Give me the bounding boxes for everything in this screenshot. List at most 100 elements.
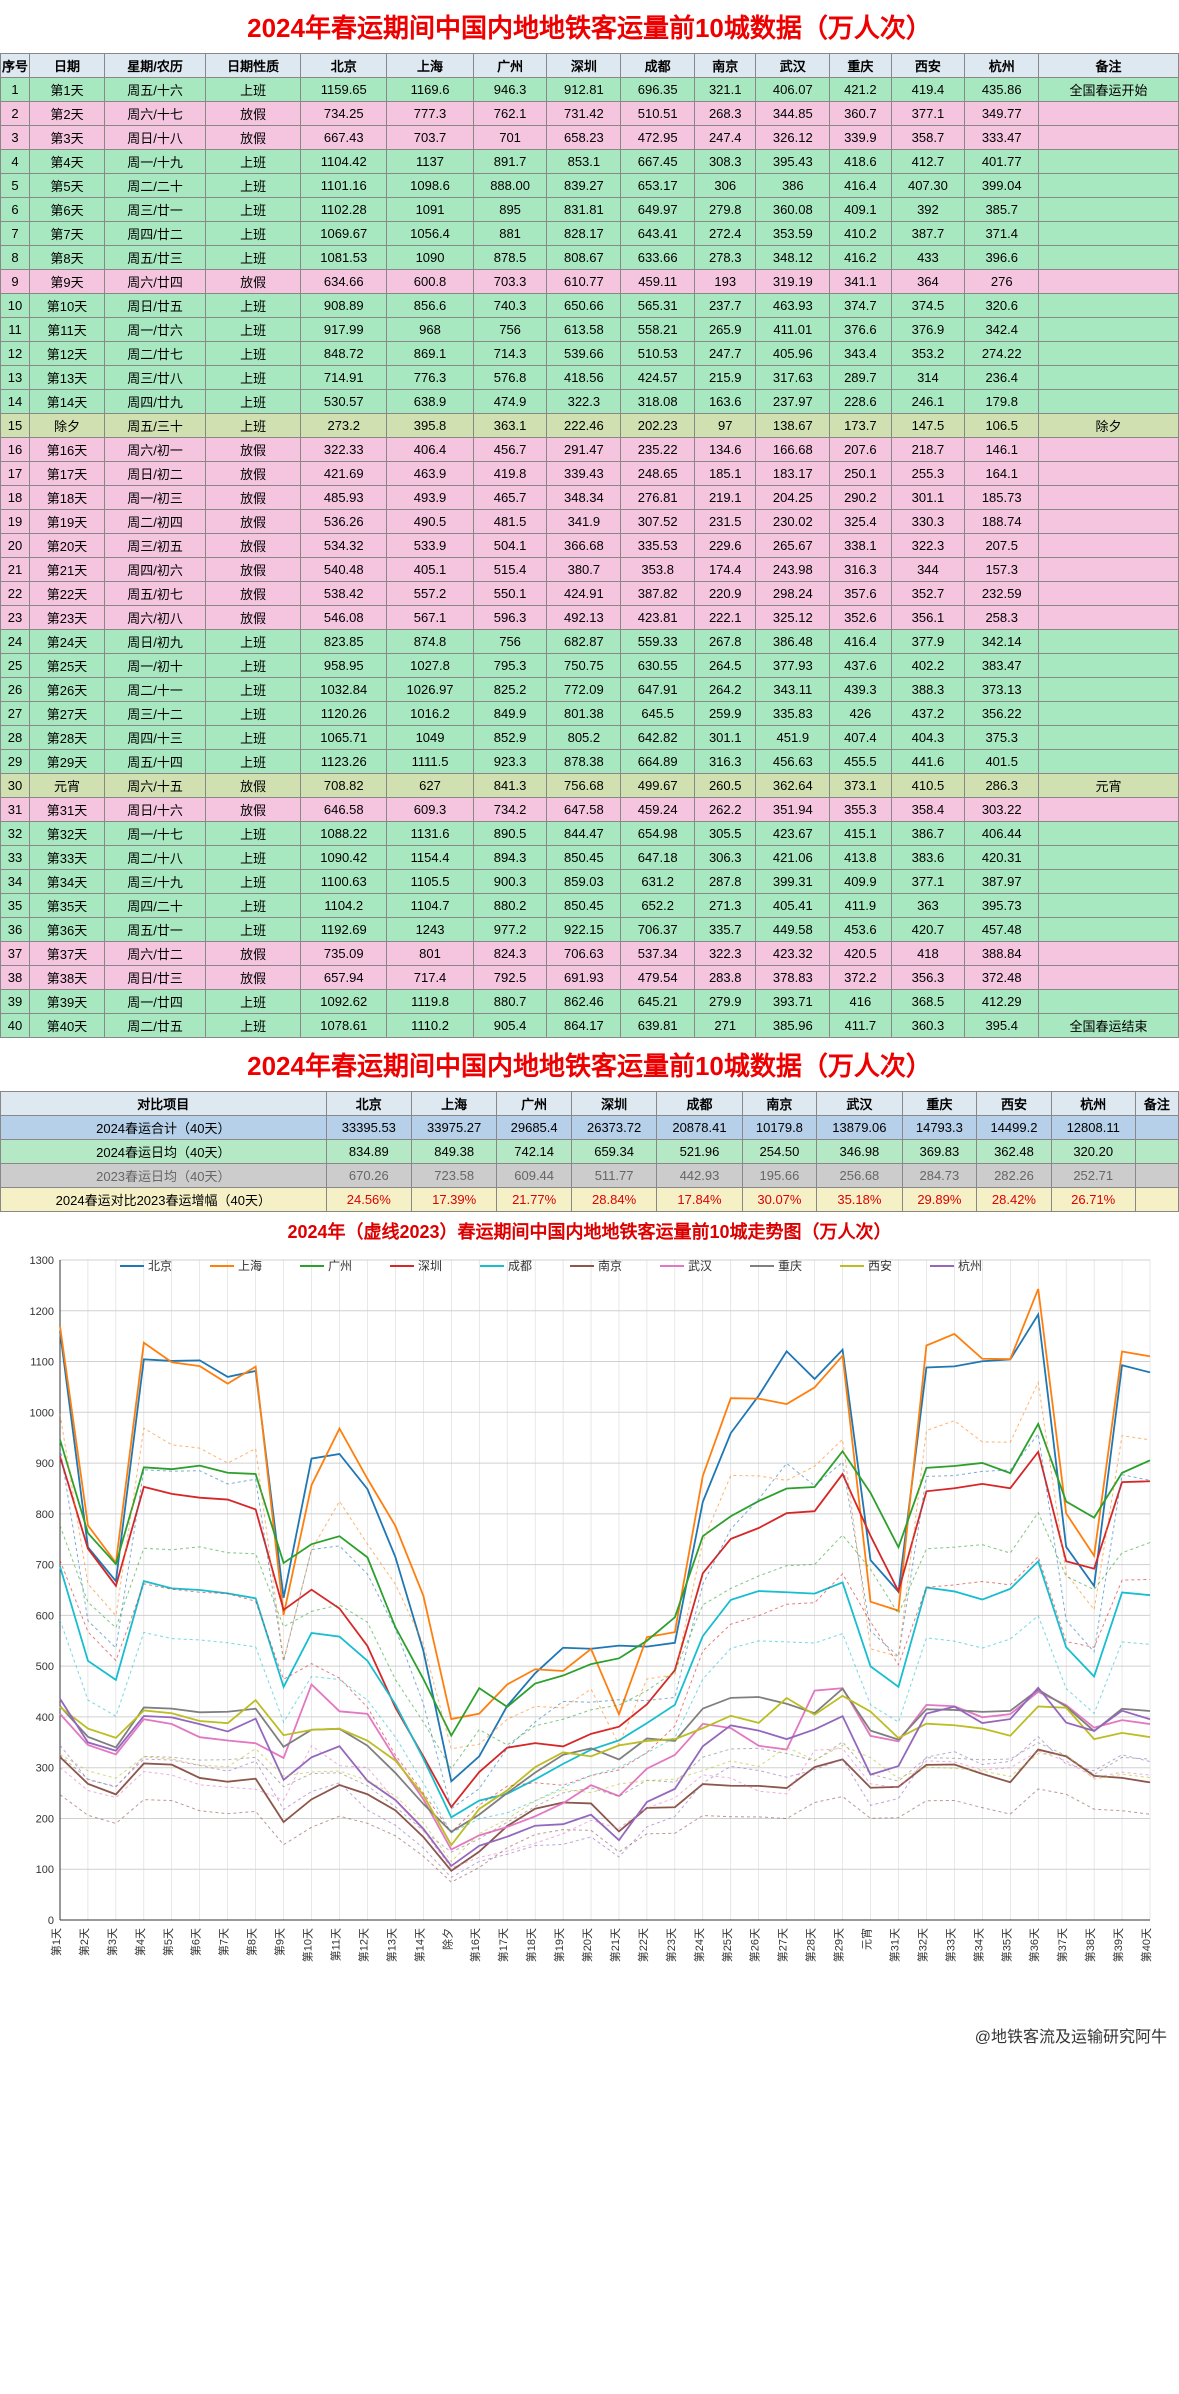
sum-col-header: 南京 [742, 1092, 817, 1116]
cell: 459.11 [621, 270, 695, 294]
cell: 185.1 [695, 462, 756, 486]
cell [1039, 582, 1179, 606]
cell: 上班 [206, 1014, 301, 1038]
cell: 周四/廿九 [105, 390, 206, 414]
sum-cell [1135, 1164, 1178, 1188]
cell: 878.38 [547, 750, 621, 774]
cell: 356.1 [891, 606, 965, 630]
cell: 657.94 [301, 966, 387, 990]
cell: 1131.6 [387, 822, 473, 846]
col-header: 杭州 [965, 54, 1039, 78]
cell: 667.45 [621, 150, 695, 174]
sum-col-header: 成都 [657, 1092, 742, 1116]
cell: 375.3 [965, 726, 1039, 750]
cell: 1105.5 [387, 870, 473, 894]
cell: 380.7 [547, 558, 621, 582]
cell: 周六/初八 [105, 606, 206, 630]
cell: 35 [1, 894, 30, 918]
cell: 864.17 [547, 1014, 621, 1038]
cell: 850.45 [547, 894, 621, 918]
cell: 341.1 [830, 270, 891, 294]
cell: 411.9 [830, 894, 891, 918]
cell: 32 [1, 822, 30, 846]
cell: 316.3 [830, 558, 891, 582]
cell: 407.4 [830, 726, 891, 750]
cell: 138.67 [756, 414, 830, 438]
sum-cell: 30.07% [742, 1188, 817, 1212]
cell: 401.77 [965, 150, 1039, 174]
svg-text:第33天: 第33天 [943, 1928, 957, 1962]
svg-text:第7天: 第7天 [216, 1928, 230, 1956]
cell: 20 [1, 534, 30, 558]
cell: 449.58 [756, 918, 830, 942]
cell: 706.37 [621, 918, 695, 942]
cell: 1243 [387, 918, 473, 942]
cell: 373.1 [830, 774, 891, 798]
cell: 上班 [206, 654, 301, 678]
cell: 376.9 [891, 318, 965, 342]
cell: 上班 [206, 990, 301, 1014]
cell: 348.34 [547, 486, 621, 510]
svg-text:第9天: 第9天 [272, 1928, 286, 1956]
cell: 放假 [206, 438, 301, 462]
cell: 第6天 [30, 198, 105, 222]
cell: 358.4 [891, 798, 965, 822]
cell: 645.5 [621, 702, 695, 726]
cell: 222.1 [695, 606, 756, 630]
svg-text:第4天: 第4天 [132, 1928, 146, 1956]
cell: 周五/三十 [105, 414, 206, 438]
cell [1039, 174, 1179, 198]
cell: 406.4 [387, 438, 473, 462]
cell: 第28天 [30, 726, 105, 750]
cell: 756.68 [547, 774, 621, 798]
chart-title: 2024年（虚线2023）春运期间中国内地地铁客运量前10城走势图（万人次） [0, 1212, 1179, 1250]
cell: 12 [1, 342, 30, 366]
svg-text:第38天: 第38天 [1083, 1928, 1097, 1962]
cell: 1169.6 [387, 78, 473, 102]
cell: 1104.2 [301, 894, 387, 918]
sum-cell: 511.77 [571, 1164, 656, 1188]
cell: 383.6 [891, 846, 965, 870]
cell: 1111.5 [387, 750, 473, 774]
cell: 424.91 [547, 582, 621, 606]
cell: 周六/十七 [105, 102, 206, 126]
cell: 376.6 [830, 318, 891, 342]
cell: 第37天 [30, 942, 105, 966]
trend-chart: 0100200300400500600700800900100011001200… [10, 1250, 1170, 2015]
cell: 421.69 [301, 462, 387, 486]
cell: 630.55 [621, 654, 695, 678]
cell: 放假 [206, 798, 301, 822]
cell: 24 [1, 630, 30, 654]
cell: 第24天 [30, 630, 105, 654]
cell: 146.1 [965, 438, 1039, 462]
cell: 862.46 [547, 990, 621, 1014]
cell: 344.85 [756, 102, 830, 126]
cell: 放假 [206, 102, 301, 126]
cell: 第11天 [30, 318, 105, 342]
cell [1039, 126, 1179, 150]
sum-cell: 33975.27 [411, 1116, 496, 1140]
cell: 周六/初一 [105, 438, 206, 462]
cell [1039, 342, 1179, 366]
cell: 412.29 [965, 990, 1039, 1014]
cell: 421.06 [756, 846, 830, 870]
cell: 周一/廿四 [105, 990, 206, 1014]
col-header: 日期 [30, 54, 105, 78]
cell: 276.81 [621, 486, 695, 510]
cell: 968 [387, 318, 473, 342]
cell: 1120.26 [301, 702, 387, 726]
cell: 第25天 [30, 654, 105, 678]
cell: 409.1 [830, 198, 891, 222]
cell: 667.43 [301, 126, 387, 150]
cell: 第36天 [30, 918, 105, 942]
cell: 307.52 [621, 510, 695, 534]
cell: 609.3 [387, 798, 473, 822]
svg-text:200: 200 [35, 1813, 53, 1825]
cell: 第22天 [30, 582, 105, 606]
cell: 1110.2 [387, 1014, 473, 1038]
cell [1039, 606, 1179, 630]
col-header: 日期性质 [206, 54, 301, 78]
cell: 第26天 [30, 678, 105, 702]
cell: 1032.84 [301, 678, 387, 702]
cell: 放假 [206, 486, 301, 510]
